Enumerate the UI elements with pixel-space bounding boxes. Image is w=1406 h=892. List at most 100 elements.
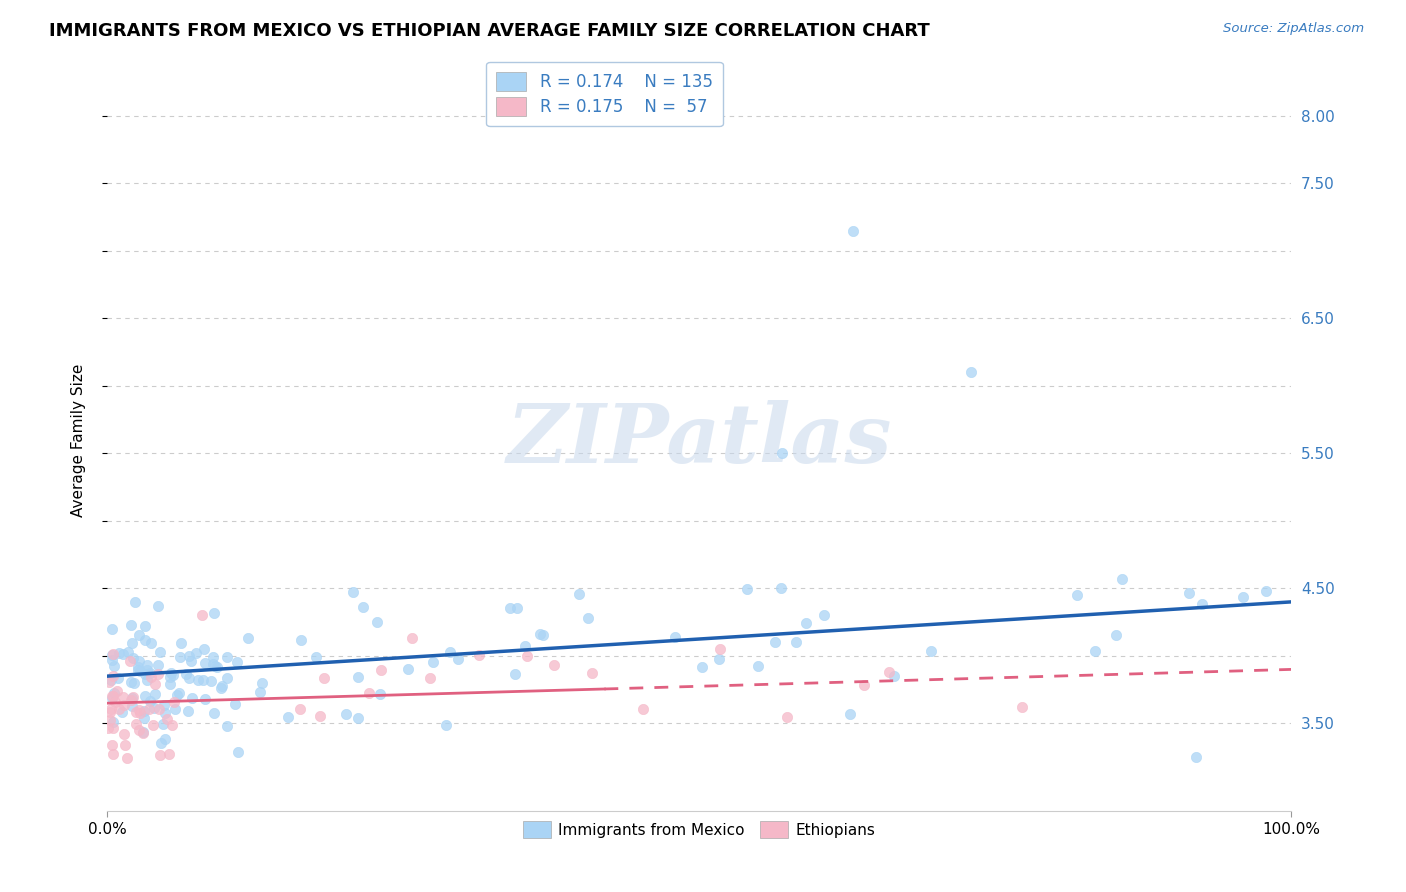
Point xyxy=(200,674,222,689)
Point xyxy=(735,582,758,596)
Point xyxy=(139,666,162,681)
Point xyxy=(136,657,159,672)
Point xyxy=(1111,572,1133,586)
Point xyxy=(193,642,215,657)
Y-axis label: Average Family Size: Average Family Size xyxy=(72,363,86,516)
Point xyxy=(160,718,183,732)
Point xyxy=(120,618,142,632)
Point xyxy=(359,686,381,700)
Point xyxy=(124,595,146,609)
Point xyxy=(143,677,166,691)
Point xyxy=(127,660,149,674)
Point xyxy=(139,635,162,649)
Point xyxy=(167,686,190,700)
Point xyxy=(419,671,441,685)
Point xyxy=(114,738,136,752)
Point xyxy=(163,702,186,716)
Point xyxy=(117,645,139,659)
Point xyxy=(103,686,125,700)
Point xyxy=(366,615,388,630)
Point xyxy=(101,652,124,666)
Point xyxy=(202,706,225,720)
Point xyxy=(181,690,204,705)
Point xyxy=(513,639,536,653)
Point xyxy=(122,690,145,704)
Point xyxy=(191,673,214,687)
Point xyxy=(98,675,121,690)
Point xyxy=(162,667,184,681)
Point xyxy=(187,673,209,688)
Text: Source: ZipAtlas.com: Source: ZipAtlas.com xyxy=(1223,22,1364,36)
Point xyxy=(101,747,124,761)
Point xyxy=(813,607,835,622)
Point xyxy=(121,699,143,714)
Point xyxy=(1084,643,1107,657)
Point xyxy=(707,652,730,666)
Point xyxy=(960,365,983,379)
Point xyxy=(100,738,122,752)
Point xyxy=(128,628,150,642)
Point xyxy=(368,687,391,701)
Point xyxy=(132,724,155,739)
Point xyxy=(581,665,603,680)
Point xyxy=(104,695,127,709)
Point xyxy=(101,647,124,661)
Point xyxy=(576,611,599,625)
Point xyxy=(224,698,246,712)
Point xyxy=(148,701,170,715)
Point xyxy=(191,608,214,623)
Point xyxy=(215,649,238,664)
Point xyxy=(152,717,174,731)
Point xyxy=(439,645,461,659)
Point xyxy=(184,646,207,660)
Point xyxy=(146,667,169,681)
Point xyxy=(211,679,233,693)
Point xyxy=(120,693,142,707)
Point xyxy=(468,648,491,662)
Point xyxy=(134,667,156,681)
Point xyxy=(312,671,335,685)
Point xyxy=(785,635,807,649)
Point xyxy=(568,587,591,601)
Point xyxy=(529,627,551,641)
Point xyxy=(152,698,174,712)
Point xyxy=(125,716,148,731)
Point xyxy=(101,689,124,703)
Point xyxy=(217,672,239,686)
Point xyxy=(166,688,188,702)
Point xyxy=(308,709,330,723)
Point xyxy=(498,601,520,615)
Point xyxy=(132,705,155,719)
Point xyxy=(139,694,162,708)
Point xyxy=(128,723,150,737)
Point xyxy=(125,705,148,719)
Point xyxy=(506,600,529,615)
Point xyxy=(122,650,145,665)
Point xyxy=(107,684,129,698)
Point xyxy=(101,669,124,683)
Point xyxy=(842,223,865,237)
Point xyxy=(503,667,526,681)
Point xyxy=(155,706,177,721)
Point xyxy=(169,649,191,664)
Point xyxy=(763,635,786,649)
Point xyxy=(194,656,217,670)
Point xyxy=(138,702,160,716)
Point xyxy=(127,663,149,677)
Point xyxy=(1254,584,1277,599)
Point xyxy=(134,689,156,703)
Point xyxy=(225,655,247,669)
Point xyxy=(120,675,142,690)
Point xyxy=(770,581,793,595)
Point xyxy=(101,648,124,663)
Point xyxy=(1191,597,1213,611)
Point xyxy=(920,644,942,658)
Point xyxy=(434,718,457,732)
Point xyxy=(129,664,152,678)
Point xyxy=(103,658,125,673)
Point xyxy=(101,691,124,706)
Point xyxy=(877,665,900,679)
Point xyxy=(852,678,875,692)
Point xyxy=(238,632,260,646)
Point xyxy=(148,658,170,673)
